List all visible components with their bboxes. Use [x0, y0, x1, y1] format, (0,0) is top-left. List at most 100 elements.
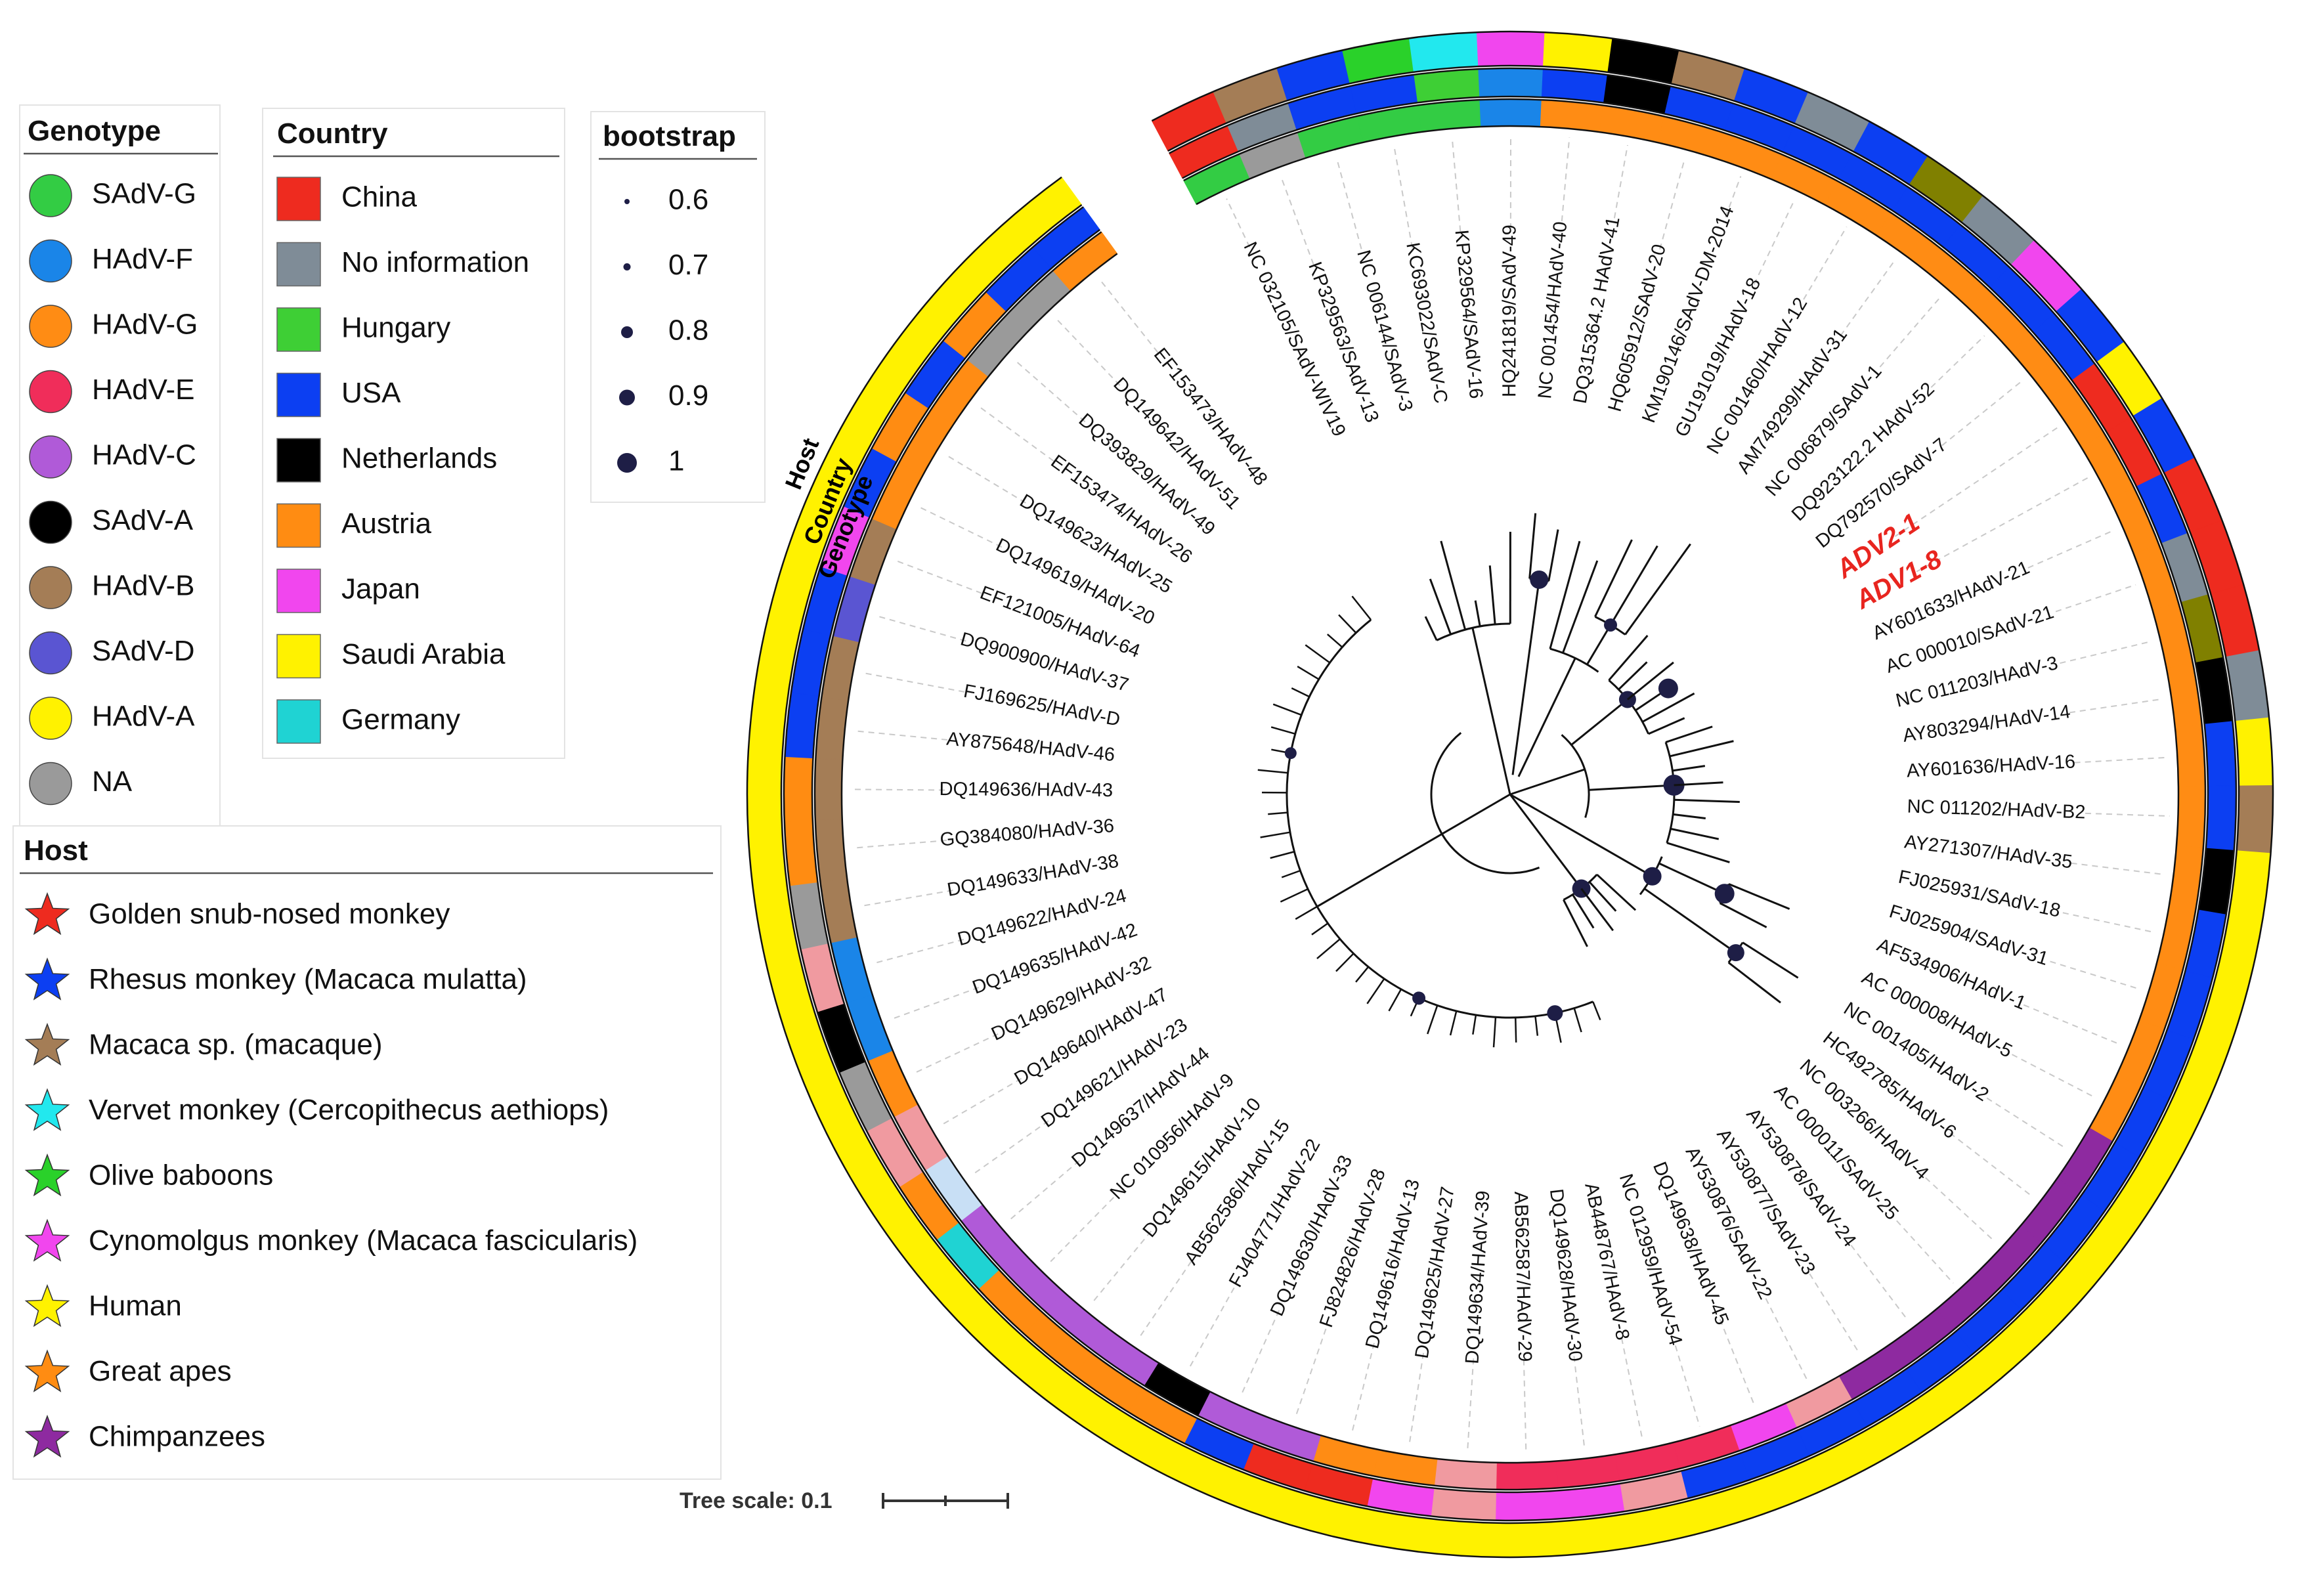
taxon-guide-line — [2071, 862, 2165, 876]
tree-branch — [1355, 966, 1370, 983]
genotype-ring-segment — [2169, 846, 2204, 911]
legend-genotype: Genotype SAdV-G HAdV-F HAdV-G HAdV-E HAdV-C SA… — [19, 104, 221, 828]
bootstrap-node — [1643, 867, 1662, 886]
tree-branch — [1588, 784, 1674, 791]
tree-branch — [1474, 600, 1481, 627]
country-ring-segment — [1430, 1488, 1497, 1521]
legend-frame — [12, 825, 722, 1480]
legend-item-label: Netherlands — [341, 442, 497, 475]
host-ring-border — [780, 64, 2240, 1524]
taxon-guide-line — [1879, 295, 1943, 368]
bootstrap-size-marker — [621, 326, 633, 338]
tree-branch — [1257, 769, 1288, 774]
tree-branch — [1674, 781, 1723, 787]
legend-item-label: NA — [92, 766, 133, 798]
taxon-label: DQ149628/HAdV-30 — [1546, 1188, 1586, 1362]
legend-item-label: HAdV-B — [92, 570, 195, 602]
genotype-swatch — [29, 435, 72, 479]
taxon-label: AB562587/HAdV-29 — [1510, 1191, 1535, 1362]
tree-branch — [1270, 726, 1296, 735]
tree-branch — [1488, 565, 1496, 625]
legend-item-label: SAdV-D — [92, 635, 195, 667]
tree-branch — [1424, 616, 1438, 641]
genotype-swatch — [29, 566, 72, 609]
taxon-guide-line — [1335, 158, 1362, 249]
tree-branch — [1608, 635, 1649, 681]
taxon-guide-line — [2060, 640, 2152, 664]
taxon-guide-line — [2055, 584, 2136, 613]
taxon-label: GQ384080/HAdV-36 — [939, 815, 1115, 851]
taxon-guide-line — [859, 890, 953, 907]
taxon-guide-line — [1013, 358, 1086, 423]
taxon-guide-line — [1137, 1261, 1192, 1340]
legend-item-label: Austria — [341, 507, 431, 540]
taxon-guide-line — [2062, 912, 2155, 934]
country-ring-border — [811, 95, 2209, 1494]
taxon-guide-line — [1187, 1287, 1235, 1371]
taxon-label: NC 011202/HAdV-B2 — [1907, 796, 2086, 823]
taxon-guide-line — [852, 840, 947, 849]
legend-item-label: Golden snub-nosed monkey — [89, 898, 450, 930]
legend-title: bootstrap — [603, 120, 736, 152]
country-swatch — [276, 569, 321, 613]
taxon-guide-line — [1753, 198, 1796, 285]
country-swatch — [276, 242, 321, 287]
annotation-rings — [746, 30, 2274, 1559]
taxon-guide-line — [944, 453, 1026, 504]
tree-branch — [1618, 661, 1648, 691]
taxon-guide-line — [890, 987, 980, 1021]
tree-branch — [1430, 731, 1540, 874]
taxon-label: NC 001454/HAdV-40 — [1534, 221, 1571, 400]
country-ring-segment — [1478, 68, 1544, 98]
country-swatch — [276, 634, 321, 679]
tree-branch — [1316, 938, 1341, 960]
tree-branch — [1388, 989, 1402, 1012]
tree-branch — [1311, 922, 1329, 936]
legend-item-label: China — [341, 181, 417, 213]
taxon-guide-line — [1466, 1358, 1475, 1453]
host-star-icon — [24, 1022, 70, 1066]
tree-branch — [1440, 540, 1467, 630]
taxon-guide-line — [1613, 144, 1629, 219]
tree-branch — [1534, 1016, 1539, 1036]
tree-branch — [1666, 842, 1730, 863]
taxon-guide-line — [1280, 175, 1314, 265]
taxon-guide-line — [1986, 1097, 2067, 1150]
genotype-swatch — [29, 305, 72, 348]
tree-branch — [1648, 717, 1685, 735]
tree-branch — [1511, 579, 1540, 775]
taxon-guide-line — [1803, 226, 1848, 300]
tree-branch — [1366, 978, 1385, 1004]
bootstrap-size-marker — [624, 199, 630, 204]
genotype-ring-border — [813, 98, 2207, 1491]
legend-item-label: Vervet monkey (Cercopithecus aethiops) — [89, 1094, 609, 1126]
tree-branch — [1297, 665, 1320, 680]
tree-branch — [1441, 793, 1511, 835]
legend-item-label: Human — [89, 1290, 182, 1322]
legend-item-label: Macaca sp. (macaque) — [89, 1029, 383, 1061]
tree-branch — [1295, 905, 1318, 920]
country-swatch — [276, 177, 321, 221]
legend-item-label: 1 — [668, 445, 684, 477]
bootstrap-node — [1714, 884, 1735, 904]
taxon-guide-line — [1294, 1328, 1327, 1419]
legend-item-label: HAdV-F — [92, 243, 193, 275]
tree-branch — [1609, 545, 1658, 626]
tree-scale-label: Tree scale: 0.1 — [680, 1488, 833, 1513]
tree-branch — [1624, 543, 1691, 636]
legend-item-label: Chimpanzees — [89, 1421, 265, 1453]
tree-branch — [1592, 1001, 1601, 1021]
bootstrap-node — [1412, 991, 1426, 1005]
taxon-guide-line — [850, 788, 945, 791]
host-ring-segment — [747, 821, 788, 891]
tree-branch — [1351, 595, 1372, 620]
taxon-guide-line — [1098, 278, 1159, 353]
tree-scale: Tree scale: 0.1 — [680, 1488, 1009, 1513]
legend-title: Genotype — [28, 115, 161, 147]
legend-item-label: Olive baboons — [89, 1159, 273, 1192]
tree-branch — [1580, 888, 1614, 932]
host-ring-segment — [1476, 31, 1546, 67]
taxon-guide-line — [1451, 137, 1461, 232]
taxon-guide-line — [1054, 316, 1121, 386]
tree-branch — [1260, 831, 1291, 838]
